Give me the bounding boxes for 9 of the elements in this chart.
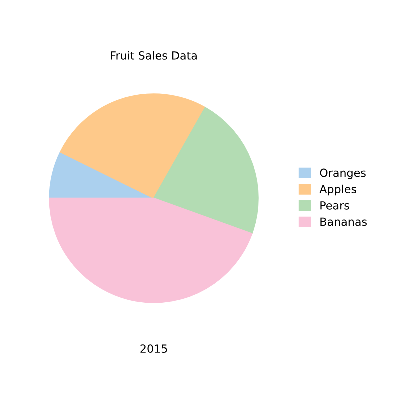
legend-label: Bananas xyxy=(320,218,367,226)
pie-slice xyxy=(49,198,253,304)
legend-label: Apples xyxy=(320,184,356,196)
legend-label: Pears xyxy=(320,202,350,210)
pie-slice xyxy=(153,107,259,234)
pie-slice xyxy=(60,94,206,200)
text: 2015 xyxy=(140,344,168,354)
chart-title: Fruit Sales Data xyxy=(111,51,197,60)
legend-label: Oranges xyxy=(320,168,366,180)
